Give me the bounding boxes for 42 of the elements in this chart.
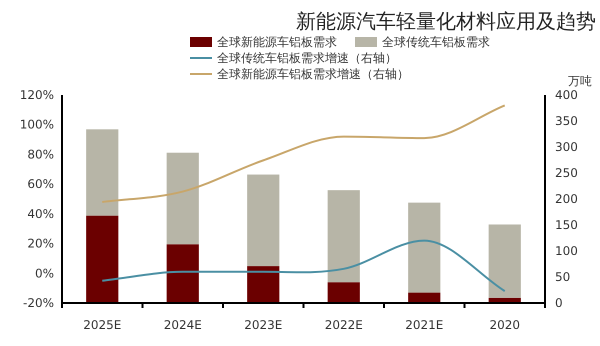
bar <box>166 152 199 244</box>
line-series <box>101 240 506 292</box>
y2-tick-label: 100 <box>555 244 578 258</box>
line-series <box>101 104 506 203</box>
y-tick-label: -20% <box>22 296 54 310</box>
y2-tick-label: 350 <box>555 114 578 128</box>
legend-label: 全球新能源车铝板需求 <box>217 35 337 49</box>
bar <box>86 129 118 216</box>
bar <box>408 292 440 303</box>
y2-tick-label: 0 <box>555 296 563 310</box>
y2-tick-label: 150 <box>555 218 578 232</box>
x-tick-label: 2020 <box>489 318 520 332</box>
y2-tick-label: 400 <box>555 88 578 102</box>
x-tick-label: 2024E <box>164 318 202 332</box>
bar <box>488 224 521 298</box>
x-tick-label: 2021E <box>405 318 444 332</box>
y-tick-label: 40% <box>27 206 54 221</box>
x-tick-label: 2022E <box>324 318 363 332</box>
bar <box>247 174 280 266</box>
legend-label: 全球传统车铝板需求增速（右轴） <box>217 51 397 65</box>
y-tick-label: 60% <box>27 177 54 192</box>
bar <box>328 190 360 282</box>
bar <box>328 282 360 303</box>
x-tick-label: 2023E <box>244 318 282 332</box>
bar <box>408 202 440 293</box>
y2-tick-label: 300 <box>555 140 578 154</box>
legend-label: 全球新能源车铝板需求增速（右轴） <box>217 67 409 81</box>
x-tick-label: 2025E <box>83 318 122 332</box>
chart-title: 新能源汽车轻量化材料应用及趋势 <box>296 9 596 33</box>
y-tick-label: 100% <box>20 118 54 132</box>
bar <box>247 266 280 303</box>
y-tick-label: 120% <box>20 88 54 102</box>
legend-label: 全球传统车铝板需求 <box>382 35 490 49</box>
y-tick-label: 20% <box>27 236 54 251</box>
y2-tick-label: 50 <box>555 270 570 284</box>
y-tick-label: 0% <box>34 266 54 280</box>
bar <box>86 216 118 303</box>
y2-tick-label: 200 <box>555 192 578 206</box>
bar <box>166 244 199 303</box>
y2-tick-label: 250 <box>555 166 578 180</box>
y2-axis-title: 万吨 <box>568 74 592 88</box>
y-tick-label: 80% <box>27 147 54 162</box>
